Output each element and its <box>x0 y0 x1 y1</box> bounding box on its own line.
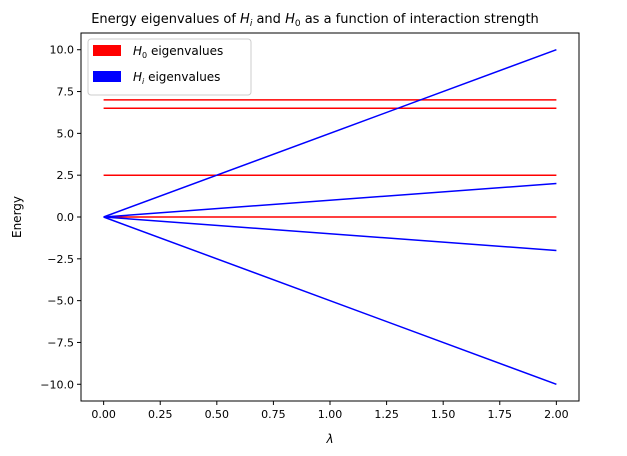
y-tick-label: −7.5 <box>47 336 74 349</box>
x-tick-label: 0.25 <box>148 408 173 421</box>
y-tick-label: −10.0 <box>40 378 74 391</box>
x-tick-label: 1.25 <box>374 408 399 421</box>
y-axis-ticks: 10.0 7.5 5.0 2.5 0.0 −2.5 −5.0 −7.5 −10.0 <box>40 44 81 391</box>
legend-label-h0: H0 eigenvalues <box>133 44 223 60</box>
chart-title: Energy eigenvalues of Hi and H0 as a fun… <box>91 12 539 29</box>
plot-frame <box>80 32 580 402</box>
y-tick-label: 5.0 <box>57 127 75 140</box>
y-tick-label: 2.5 <box>57 169 75 182</box>
series-line-hi-6 <box>103 216 557 252</box>
y-tick-label: −5.0 <box>47 295 74 308</box>
x-tick-label: 1.50 <box>431 408 456 421</box>
x-tick-label: 2.00 <box>544 408 569 421</box>
x-tick-label: 1.00 <box>318 408 343 421</box>
y-axis-label: Energy <box>10 196 24 238</box>
legend-swatch-h0 <box>93 45 121 56</box>
series-line-hi-4 <box>103 48 557 218</box>
y-tick-label: 10.0 <box>50 44 75 57</box>
x-tick-label: 0.75 <box>261 408 286 421</box>
legend: H0 eigenvalues Hi eigenvalues <box>87 38 252 96</box>
series-line-hi-5 <box>103 182 557 218</box>
series-line-hi-7 <box>103 216 557 386</box>
legend-box <box>87 38 252 96</box>
x-tick-label: 1.75 <box>488 408 513 421</box>
legend-swatch-hi <box>93 71 121 82</box>
y-tick-label: −2.5 <box>47 253 74 266</box>
y-tick-label: 0.0 <box>57 211 75 224</box>
x-tick-label: 0.00 <box>91 408 116 421</box>
y-tick-label: 7.5 <box>57 86 75 99</box>
legend-label-hi: Hi eigenvalues <box>133 70 220 86</box>
x-tick-label: 0.50 <box>205 408 230 421</box>
plot-lines <box>103 48 557 386</box>
x-axis-label: λ <box>325 432 333 446</box>
x-axis-ticks: 0.00 0.25 0.50 0.75 1.00 1.25 1.50 1.75 2.00 <box>91 401 569 421</box>
